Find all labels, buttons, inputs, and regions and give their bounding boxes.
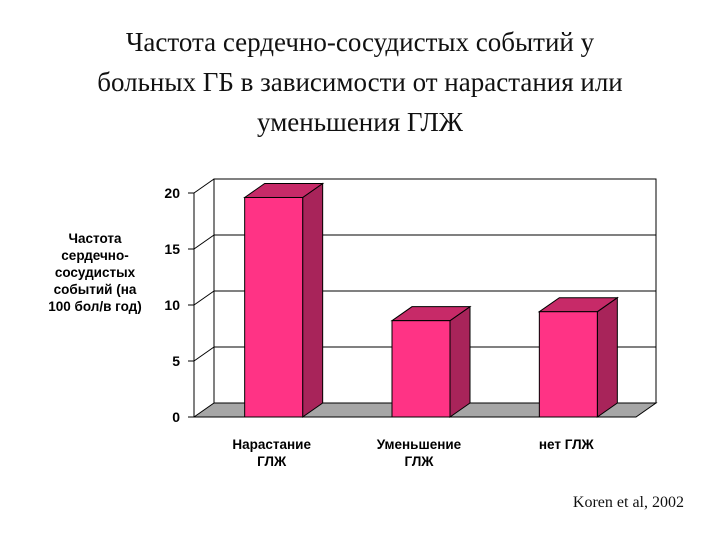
- bar-front: [391, 320, 451, 418]
- category-label: нет ГЛЖ: [539, 437, 595, 452]
- bar-side: [302, 182, 324, 418]
- y-axis-label-line: сосудистых: [54, 265, 136, 280]
- y-tick-label: 5: [172, 353, 180, 369]
- y-tick-labels: 0 5 10 15 20: [164, 185, 180, 425]
- gridline-diagonal: [193, 178, 215, 194]
- title-line-2: больных ГБ в зависимости от нарастания и…: [97, 67, 623, 97]
- slide-title: Частота сердечно-сосудистых событий у бо…: [20, 22, 700, 142]
- gridline-diagonal: [193, 234, 215, 250]
- title-line-1: Частота сердечно-сосудистых событий у: [125, 27, 595, 57]
- category-label: ГЛЖ: [405, 454, 435, 469]
- y-tick-label: 10: [164, 297, 180, 313]
- y-axis-label-line: событий (на: [53, 282, 137, 297]
- bar-front: [244, 196, 304, 418]
- y-axis-label-line: 100 бол/в год): [48, 299, 142, 314]
- gridline-diagonal: [193, 290, 215, 306]
- y-tick-label: 0: [172, 409, 180, 425]
- source-citation: Koren et al, 2002: [572, 494, 684, 511]
- bar-front: [538, 311, 598, 418]
- bar: [537, 296, 619, 418]
- title-line-3: уменьшения ГЛЖ: [257, 107, 463, 137]
- y-axis-label-line: Частота: [68, 231, 122, 246]
- y-axis-label-line: сердечно-: [61, 248, 129, 263]
- category-label: Уменьшение: [377, 437, 462, 452]
- bar: [243, 182, 325, 418]
- category-label: Нарастание: [232, 437, 311, 452]
- bar-side: [449, 305, 471, 418]
- bar-side: [596, 296, 618, 418]
- y-tick-label: 15: [164, 241, 180, 257]
- y-tick-label: 20: [164, 185, 180, 201]
- category-labels: Нарастание ГЛЖ Уменьшение ГЛЖ нет ГЛЖ: [232, 437, 594, 469]
- gridline-diagonal: [193, 346, 215, 362]
- chart-bars: [243, 182, 619, 418]
- y-axis-label: Частота сердечно- сосудистых событий (на…: [34, 230, 156, 315]
- bar: [390, 305, 472, 418]
- category-label: ГЛЖ: [257, 454, 287, 469]
